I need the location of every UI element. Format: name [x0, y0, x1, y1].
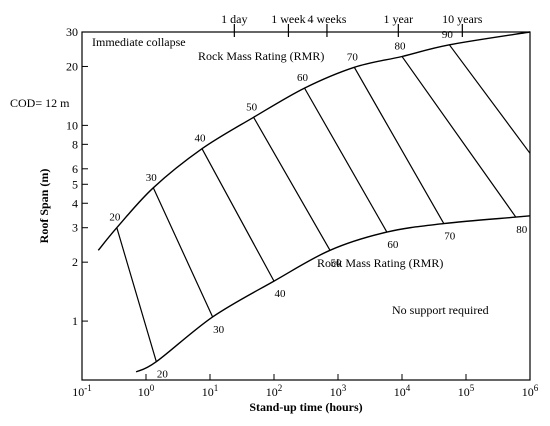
y-tick-label: 8 — [72, 137, 78, 151]
y-tick-label: 10 — [66, 118, 78, 132]
upper-rmr-label: 40 — [195, 133, 207, 145]
top-tick-label: 1 week — [271, 12, 305, 26]
y-axis: 1 2 3 4 56 8 10 20 30 — [66, 25, 88, 328]
y-tick-label: 2 — [72, 255, 78, 269]
x-tick-label: 105 — [458, 383, 475, 399]
y-tick-label: 5 — [72, 177, 78, 191]
immediate-collapse-label: Immediate collapse — [92, 35, 186, 49]
lower-boundary-curve — [135, 215, 531, 373]
rmr-line — [448, 44, 531, 154]
rmr-lines — [116, 44, 531, 362]
y-tick-label: 4 — [72, 196, 78, 210]
y-tick-label: 6 — [72, 162, 78, 176]
rmr-line — [304, 87, 388, 233]
rmr-line — [253, 116, 331, 251]
x-tick-label: 102 — [266, 383, 283, 399]
y-tick-label: 3 — [72, 221, 78, 235]
rmr-labels: 20 30 40 50 60 70 80 90 20 30 40 50 60 70 80 — [109, 29, 527, 381]
upper-rmr-label: 70 — [347, 51, 359, 63]
upper-rmr-label: 30 — [146, 172, 158, 184]
upper-rmr-label: 50 — [246, 101, 258, 113]
top-time-axis: 1 day 1 week 4 weeks 1 year 10 years — [221, 12, 483, 37]
lower-rmr-label: 70 — [444, 231, 456, 243]
rmr-line — [401, 56, 517, 218]
lower-curve-label: Rock Mass Rating (RMR) — [317, 256, 443, 270]
lower-rmr-label: 50 — [331, 257, 343, 269]
upper-rmr-label: 20 — [109, 212, 121, 224]
x-axis: 10-1 100 101 102 103 104 105 106 — [72, 374, 539, 399]
lower-rmr-label: 20 — [157, 369, 169, 381]
rmr-line — [152, 187, 214, 318]
upper-rmr-label: 80 — [395, 40, 407, 52]
x-tick-label: 103 — [330, 383, 347, 399]
y-tick-label: 20 — [66, 59, 78, 73]
x-axis-title: Stand-up time (hours) — [249, 400, 362, 414]
top-tick-label: 1 year — [383, 12, 413, 26]
upper-rmr-label: 90 — [442, 29, 454, 41]
upper-curve-label: Rock Mass Rating (RMR) — [198, 49, 324, 63]
top-tick-label: 1 day — [221, 12, 247, 26]
x-tick-label: 101 — [202, 383, 219, 399]
top-tick-label: 10 years — [442, 12, 483, 26]
y-tick-label: 1 — [72, 314, 78, 328]
x-tick-label: 104 — [394, 383, 411, 399]
lower-rmr-label: 60 — [387, 239, 399, 251]
lower-rmr-label: 40 — [275, 288, 287, 300]
rmr-line — [353, 67, 445, 224]
x-tick-label: 10-1 — [72, 383, 92, 399]
cod-label: COD= 12 m — [10, 96, 70, 110]
no-support-label: No support required — [392, 303, 489, 317]
x-tick-label: 106 — [522, 383, 539, 399]
rmr-line — [116, 227, 157, 362]
y-tick-label: 30 — [66, 25, 78, 39]
boundary-curves — [97, 31, 531, 373]
rmr-line — [201, 148, 275, 282]
lower-rmr-label: 30 — [213, 324, 225, 336]
plot-frame — [81, 31, 531, 381]
y-axis-title: Roof Span (m) — [37, 169, 51, 244]
lower-rmr-label: 80 — [516, 224, 528, 236]
upper-rmr-label: 60 — [297, 72, 309, 84]
upper-boundary-curve — [97, 31, 531, 251]
top-tick-label: 4 weeks — [307, 12, 346, 26]
x-tick-label: 100 — [138, 383, 155, 399]
